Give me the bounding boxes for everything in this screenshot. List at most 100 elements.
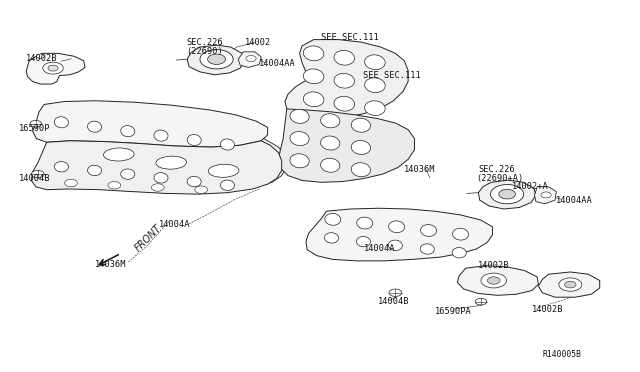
Ellipse shape [154,130,168,141]
Ellipse shape [54,161,68,172]
Circle shape [195,186,207,193]
Text: (22690): (22690) [186,47,223,56]
Ellipse shape [104,148,134,161]
Circle shape [108,182,121,189]
Ellipse shape [351,141,371,154]
Polygon shape [33,101,268,147]
Ellipse shape [187,176,201,187]
Text: SEC.226: SEC.226 [478,165,515,174]
Text: 14004B: 14004B [378,297,409,306]
Circle shape [43,62,63,74]
Text: 14004A: 14004A [159,221,191,230]
Circle shape [499,189,515,199]
Text: SEE SEC.111: SEE SEC.111 [364,71,421,80]
Circle shape [389,289,402,296]
Text: 14004A: 14004A [364,244,395,253]
Circle shape [246,55,256,61]
Ellipse shape [290,109,309,124]
Ellipse shape [321,136,340,150]
Ellipse shape [54,117,68,128]
Text: 14004AA: 14004AA [556,196,593,205]
Ellipse shape [452,247,467,258]
Circle shape [487,277,500,284]
Circle shape [490,185,524,204]
Polygon shape [187,45,244,75]
Ellipse shape [303,46,324,61]
Ellipse shape [303,69,324,84]
Circle shape [207,54,225,64]
Text: 14036M: 14036M [404,165,436,174]
Text: FRONT: FRONT [133,223,163,253]
Ellipse shape [388,240,403,250]
Ellipse shape [88,121,102,132]
Polygon shape [278,109,415,182]
Ellipse shape [321,114,340,128]
Text: 14004B: 14004B [19,174,50,183]
Ellipse shape [121,169,135,179]
Circle shape [36,54,44,58]
Polygon shape [538,272,600,297]
Text: 16590PA: 16590PA [435,307,472,316]
Ellipse shape [420,244,435,254]
Polygon shape [458,266,538,295]
Text: (22690+A): (22690+A) [476,174,523,183]
Circle shape [30,121,42,127]
Ellipse shape [365,101,385,116]
Ellipse shape [154,173,168,183]
Text: SEE SEC.111: SEE SEC.111 [321,33,379,42]
Text: SEC.226: SEC.226 [186,38,223,47]
Ellipse shape [324,233,339,243]
Polygon shape [534,187,556,204]
Ellipse shape [356,217,372,229]
Circle shape [31,170,44,178]
Polygon shape [26,53,85,84]
Text: 14002B: 14002B [478,261,510,270]
Ellipse shape [334,96,355,111]
Ellipse shape [356,237,371,247]
Ellipse shape [156,156,186,169]
Ellipse shape [121,126,135,137]
Circle shape [475,298,486,305]
Ellipse shape [290,132,309,145]
Text: 14002: 14002 [244,38,271,47]
Ellipse shape [351,163,371,177]
Polygon shape [40,119,287,193]
Ellipse shape [351,118,371,132]
Ellipse shape [365,78,385,93]
Ellipse shape [388,221,404,233]
Circle shape [481,273,506,288]
Text: 14004AA: 14004AA [259,59,296,68]
Text: R140005B: R140005B [542,350,581,359]
Ellipse shape [321,158,340,172]
Circle shape [559,278,582,291]
Circle shape [200,49,233,69]
Circle shape [48,65,58,71]
Ellipse shape [334,50,355,65]
Text: 14036M: 14036M [95,260,127,269]
Ellipse shape [303,92,324,107]
Ellipse shape [220,139,234,150]
Ellipse shape [365,55,385,70]
Polygon shape [31,141,282,194]
Circle shape [65,179,77,187]
Polygon shape [306,208,492,261]
Ellipse shape [420,225,436,236]
Text: 14002+A: 14002+A [511,182,548,191]
Text: 16590P: 16590P [19,124,50,133]
Ellipse shape [88,165,102,176]
Ellipse shape [187,135,201,145]
Circle shape [564,281,576,288]
Text: 14002B: 14002B [26,54,58,62]
Text: 14002B: 14002B [532,305,563,314]
Polygon shape [238,52,261,67]
Circle shape [152,184,164,191]
Circle shape [541,192,551,198]
Ellipse shape [324,214,340,225]
Ellipse shape [220,180,234,190]
Ellipse shape [334,73,355,88]
Polygon shape [478,180,536,209]
Polygon shape [285,39,408,119]
Ellipse shape [208,164,239,177]
Ellipse shape [452,228,468,240]
Ellipse shape [290,154,309,168]
